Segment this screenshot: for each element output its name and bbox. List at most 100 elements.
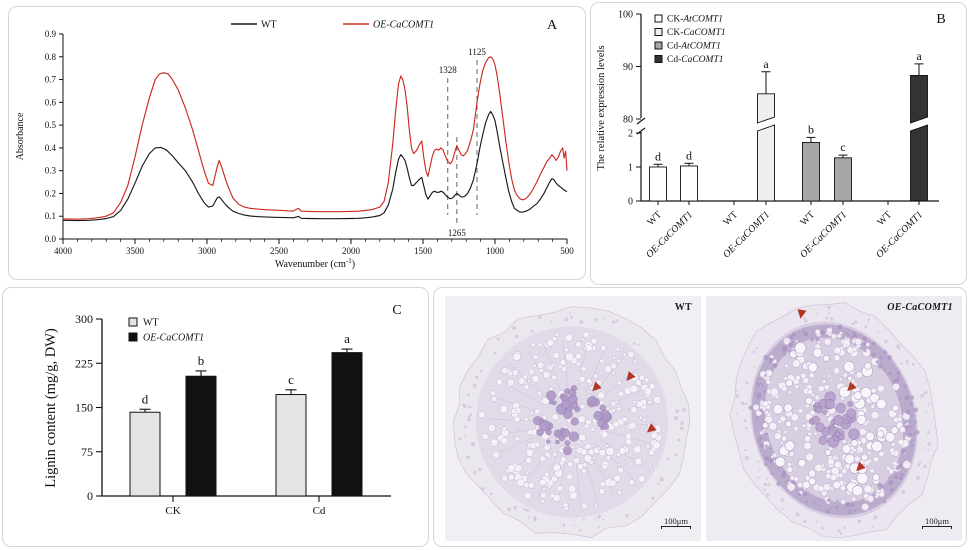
stained-speckle [883, 350, 888, 355]
stained-speckle [835, 505, 839, 510]
series-line-oe-cacomt1 [62, 56, 568, 220]
significance-letter: c [288, 372, 294, 387]
bar [680, 165, 698, 202]
cortex-speckle [562, 523, 566, 527]
cell [528, 481, 535, 489]
stained-speckle [890, 488, 895, 493]
cell [566, 473, 573, 481]
stained-speckle [849, 336, 854, 341]
stained-speckle [904, 424, 910, 430]
cortex-speckle [466, 455, 471, 460]
cell [525, 471, 529, 476]
cell [892, 383, 900, 391]
red-arrow-icon [626, 371, 636, 381]
vessel [824, 449, 832, 456]
cell [846, 346, 854, 354]
stained-speckle [765, 433, 768, 436]
scale-bar-oe-label: 100μm [925, 515, 949, 526]
vessel [871, 440, 883, 453]
cortex-speckle [682, 407, 686, 412]
cell [600, 430, 609, 439]
cell [540, 498, 545, 504]
cell [593, 503, 598, 508]
stained-speckle [909, 395, 915, 400]
vessel [876, 398, 887, 410]
cortex-speckle [657, 482, 660, 485]
cell [794, 384, 800, 389]
cortex-speckle [611, 320, 616, 324]
scale-bar-wt-label: 100μm [664, 515, 688, 526]
vascular-bundle [561, 399, 571, 409]
legend-label: WT [143, 318, 159, 329]
ftir-line-chart: 0.0 0.1 0.2 0.3 0.4 0.5 0.6 0.7 0.8 0.9 4000 3500 30… [15, 18, 574, 270]
x-category-label: WT [875, 209, 894, 228]
cell [766, 388, 773, 395]
stained-speckle [812, 500, 816, 504]
cell [527, 379, 531, 383]
cortex-speckle [507, 507, 512, 512]
bar-upper-segment [757, 93, 775, 124]
bar-upper-segment [910, 74, 928, 124]
y-tick-label: 0.2 [45, 188, 56, 198]
cortex-speckle [616, 319, 619, 322]
stained-speckle [773, 363, 777, 366]
cell [821, 379, 827, 384]
cell [638, 475, 646, 483]
cell [643, 387, 652, 396]
cell [579, 403, 586, 410]
cell [559, 359, 567, 366]
cortex-speckle [927, 403, 930, 406]
cell [481, 433, 489, 440]
stained-speckle [810, 337, 814, 342]
cell [622, 459, 626, 463]
cell [841, 468, 848, 475]
x-tick-label: 2000 [342, 246, 361, 256]
stained-speckle [905, 429, 908, 432]
cortex-speckle [467, 393, 470, 397]
panel-c-lignin-chart: 0 75 150 225 300 Lignin content (mg/g, DW) WT O… [2, 287, 429, 547]
cortex-speckle [757, 476, 760, 479]
cortex-speckle [905, 360, 909, 364]
stained-speckle [827, 498, 832, 503]
cortex-speckle [780, 497, 785, 502]
y-tick-label: 90 [623, 62, 633, 73]
cell [842, 343, 848, 348]
panel-b-letter: B [936, 12, 945, 27]
cell [833, 354, 841, 361]
cell [500, 437, 508, 445]
cortex-speckle [675, 409, 680, 413]
cell [792, 359, 801, 368]
cortex-speckle [884, 339, 888, 344]
stained-speckle [755, 415, 759, 419]
y-tick-label: 0.3 [45, 166, 57, 176]
cortex-speckle [743, 419, 747, 423]
stained-speckle [759, 408, 764, 413]
cell [499, 405, 508, 414]
cell [507, 464, 516, 473]
cortex-speckle [926, 430, 930, 434]
cell [808, 469, 816, 478]
vessel [804, 397, 813, 405]
cortex-speckle [915, 475, 920, 480]
significance-letter: a [916, 49, 922, 63]
cell [832, 481, 841, 490]
cell [807, 431, 813, 437]
cortex-speckle [594, 517, 597, 520]
cell [803, 441, 812, 450]
x-tick-label: 2500 [270, 246, 289, 256]
cell [577, 439, 582, 444]
cell [570, 445, 575, 450]
vessel [865, 431, 875, 442]
cortex-speckle [873, 515, 878, 520]
stained-speckle [911, 438, 914, 442]
x-tick-label: 4000 [54, 246, 73, 256]
significance-letter: b [808, 122, 814, 136]
cell [629, 384, 639, 394]
cell [501, 474, 509, 482]
radial-cell-file [487, 418, 540, 422]
cell [611, 408, 616, 413]
cortex-speckle [579, 320, 584, 325]
cell [506, 378, 515, 387]
cell [777, 419, 782, 424]
cell [515, 426, 519, 431]
